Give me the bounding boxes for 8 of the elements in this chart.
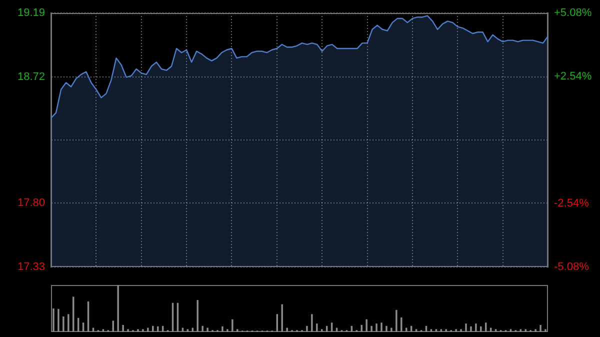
y2-tick-label: -2.54% — [554, 198, 590, 210]
y2-tick-label: +5.08% — [554, 7, 592, 20]
y2-tick-label: +2.54% — [554, 70, 592, 83]
y-tick-label: 17.80 — [17, 196, 45, 209]
y-tick-label: 19.19 — [17, 7, 45, 20]
y-tick-label: 17.33 — [17, 261, 45, 274]
y2-tick-label: -5.08% — [554, 261, 590, 274]
y-tick-label: 18.72 — [17, 71, 45, 84]
